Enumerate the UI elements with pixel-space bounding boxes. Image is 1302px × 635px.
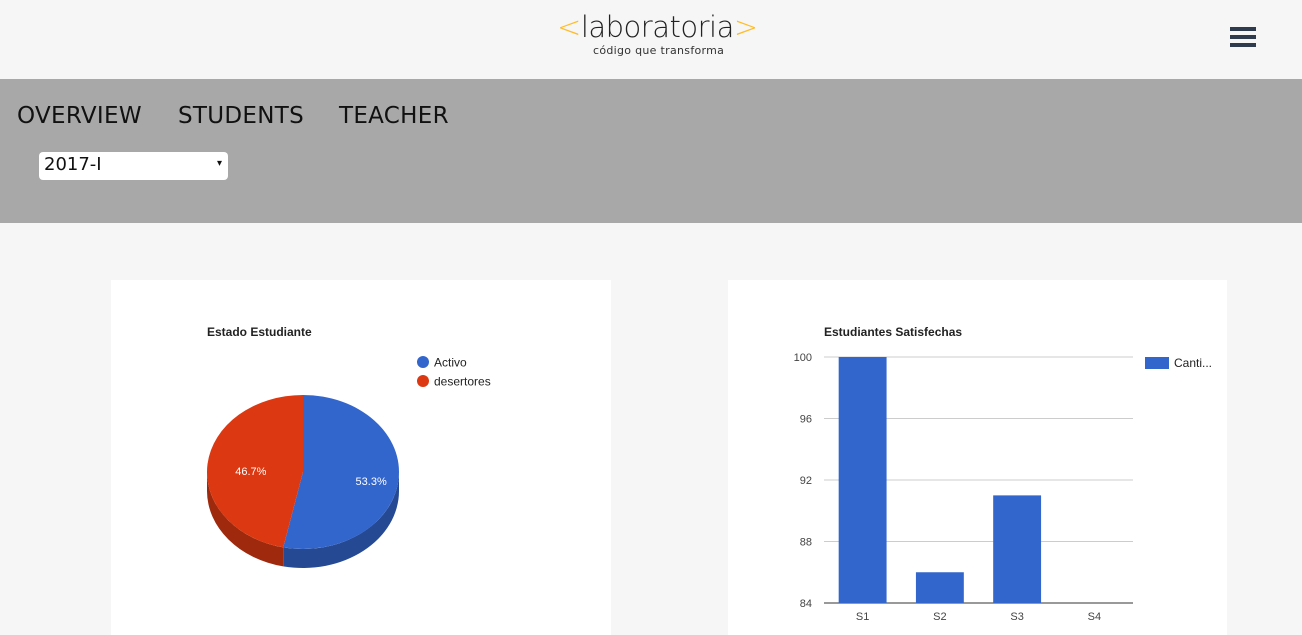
bar-s2[interactable] [915,572,964,603]
cohort-select-value: 2017-I [44,154,102,175]
x-tick-label: S1 [856,611,869,623]
y-tick-label: 92 [800,475,812,487]
pie-side-desertores [207,472,284,567]
logo-wordmark: <laboratoria> [557,8,758,46]
logo-bracket-right: > [733,10,758,44]
bar-chart-title: Estudiantes Satisfechas [824,325,963,339]
pie-side-activo [283,472,399,568]
pie-chart: Activo desertores 53.3% 46.7% [206,356,491,568]
pie-slice-desertores[interactable] [206,395,303,548]
logo-word: laboratoria [580,10,735,44]
legend-marker-canti [1145,357,1169,369]
top-header: <laboratoria> código que transforma [0,0,1302,79]
bar-s1[interactable] [838,357,887,603]
x-tick-label: S2 [933,611,946,623]
y-tick-label: 100 [794,352,812,364]
nav-band [0,79,1302,223]
legend-label-canti: Canti... [1174,356,1212,370]
cohort-select[interactable]: 2017-I ▾ [39,152,228,180]
logo-tagline: código que transforma [593,44,725,57]
legend-label-desertores: desertores [434,375,491,389]
satisfied-students-card: Estudiantes Satisfechas 100 96 92 88 84 S1 S2 S… [728,280,1227,635]
laboratoria-logo[interactable]: <laboratoria> código que transforma [557,8,758,60]
chevron-down-icon: ▾ [216,158,222,169]
legend-label-activo: Activo [434,356,467,370]
pie-slice-label: 46.7% [235,466,266,478]
bar-chart: 100 96 92 88 84 S1 S2 S3 S4 Canti... [794,352,1212,623]
y-tick-label: 88 [800,537,812,549]
y-tick-label: 96 [800,414,812,426]
x-tick-label: S4 [1088,611,1101,623]
pie-chart-title: Estado Estudiante [207,325,312,339]
legend-marker-desertores [417,375,429,387]
bar-s3[interactable] [993,495,1042,603]
y-tick-label: 84 [800,598,812,610]
pie-slice-activo[interactable] [283,395,399,549]
student-status-card: Estado Estudiante Activo desertores 53.3%… [111,280,611,635]
hamburger-menu-icon[interactable] [1230,27,1256,47]
x-tick-label: S3 [1010,611,1023,623]
logo-bracket-left: < [557,10,581,44]
pie-slice-label: 53.3% [356,476,387,488]
nav-students[interactable]: STUDENTS [178,103,304,129]
nav-teacher[interactable]: TEACHER [339,103,449,129]
legend-marker-activo [417,356,429,368]
nav-overview[interactable]: OVERVIEW [17,103,142,129]
